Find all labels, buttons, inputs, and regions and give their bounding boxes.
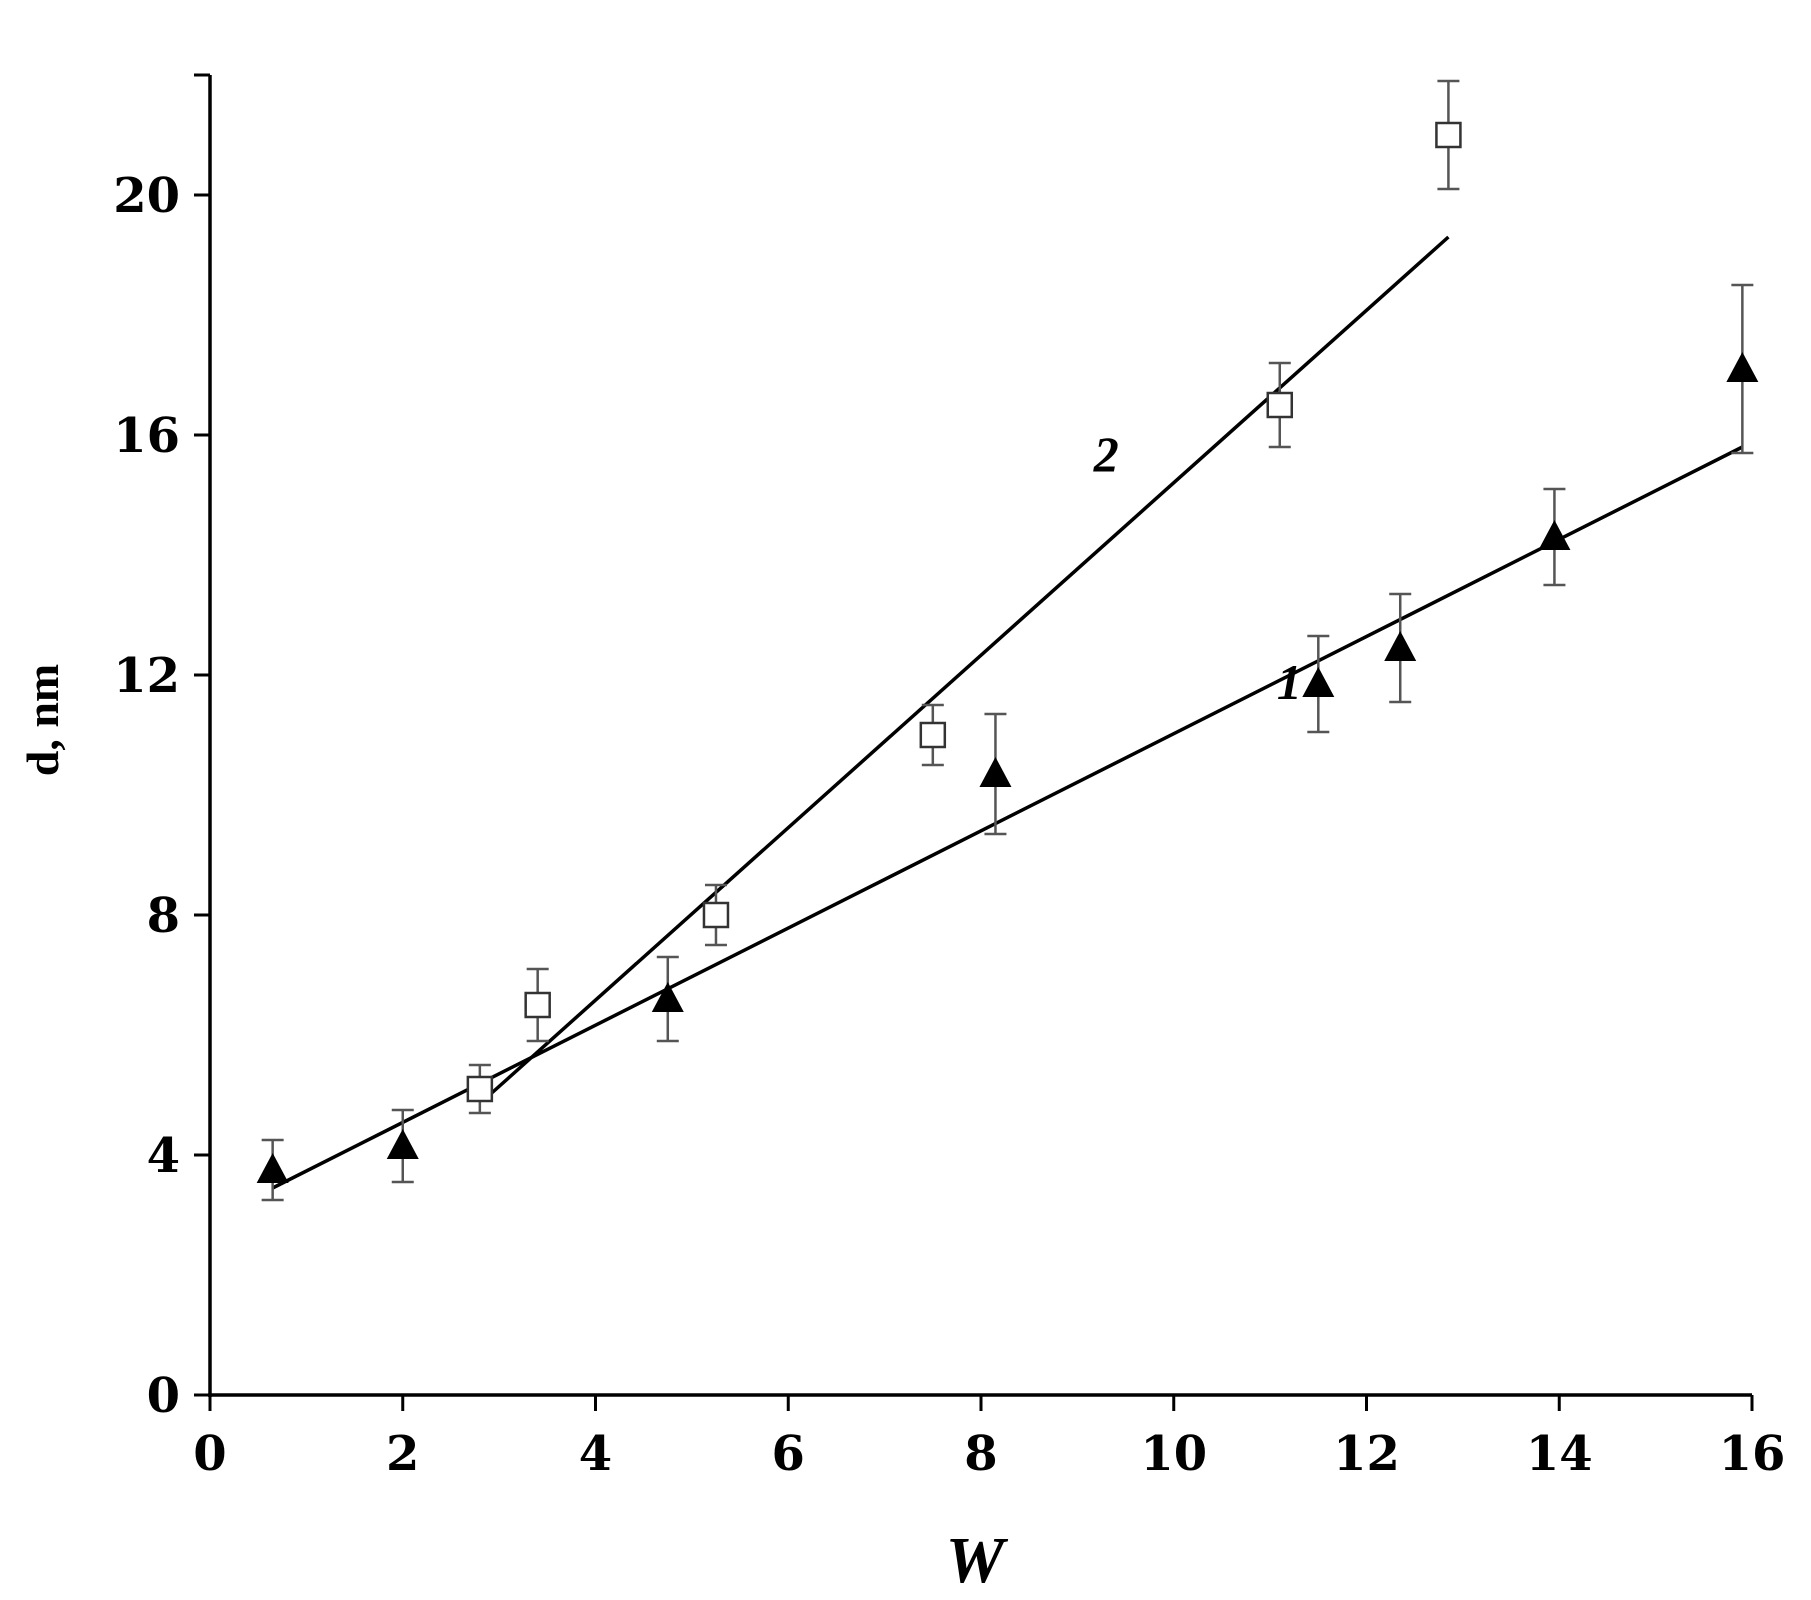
fit-line-series-2 [488,235,1450,1097]
series-labels: 21 [1093,426,1302,710]
square-marker-5 [1435,121,1462,149]
y-tick-label-3: 12 [113,648,180,704]
x-tick-label-1: 2 [386,1426,419,1482]
data-markers [256,121,1759,1183]
x-axis-title: W [946,1524,1009,1597]
triangle-marker-6 [1538,520,1571,550]
square-marker-2 [702,901,730,929]
triangle-marker-2 [651,982,684,1012]
square-marker-3 [919,721,947,749]
x-tick-label-4: 8 [964,1426,997,1482]
square-marker-1 [524,991,551,1019]
square-marker-4 [1266,391,1294,419]
y-tick-label-0: 0 [147,1368,180,1424]
triangle-marker-1 [386,1129,419,1159]
fit-line-series-1 [271,445,1744,1190]
triangle-marker-7 [1726,352,1759,382]
y-tick-label-2: 8 [147,888,180,944]
x-tick-label-2: 4 [579,1426,612,1482]
x-tick-label-8: 16 [1719,1426,1786,1482]
triangle-marker-0 [256,1153,289,1183]
x-tick-label-0: 0 [193,1426,226,1482]
triangle-marker-3 [979,757,1012,787]
square-marker-0 [466,1075,494,1103]
series-label-1: 1 [1277,654,1302,710]
series-label-2: 2 [1093,426,1119,482]
x-tick-label-6: 12 [1333,1426,1400,1482]
y-axis-title: d, nm [17,664,68,776]
x-tick-label-5: 10 [1140,1426,1207,1482]
y-tick-label-1: 4 [147,1128,180,1184]
error-bars [261,79,1754,1202]
triangle-marker-4 [1302,667,1335,697]
y-tick-label-4: 16 [113,408,180,464]
fit-lines [271,235,1744,1190]
triangle-marker-5 [1384,631,1417,661]
x-tick-label-7: 14 [1526,1426,1593,1482]
x-tick-label-3: 6 [772,1426,805,1482]
y-tick-label-5: 20 [113,168,180,224]
